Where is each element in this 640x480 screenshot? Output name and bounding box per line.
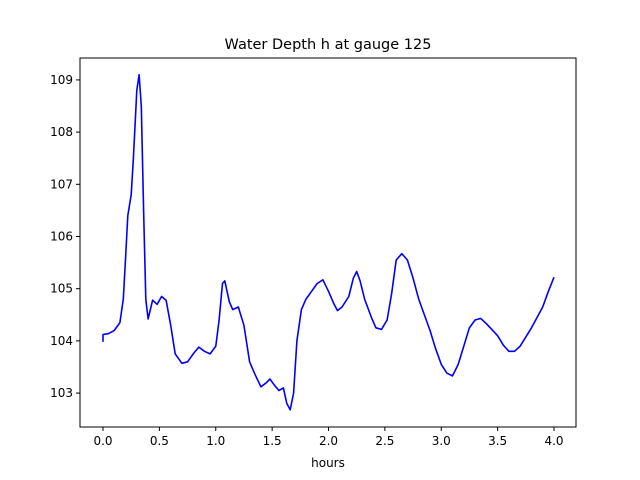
x-tick-label: 1.5 [263,434,282,448]
plot-frame [79,57,577,428]
x-tick-label: 3.5 [488,434,507,448]
y-tick-label: 108 [50,125,73,139]
y-tick-label: 107 [50,177,73,191]
y-tick-label: 105 [50,282,73,296]
x-tick-label: 1.0 [206,434,225,448]
x-tick-label: 2.5 [375,434,394,448]
chart-title: Water Depth h at gauge 125 [225,37,432,53]
x-tick-label: 2.0 [319,434,338,448]
x-tick-label: 0.5 [150,434,169,448]
y-axis: 103 104 105 106 107 108 109 [50,73,80,400]
x-tick-label: 3.0 [432,434,451,448]
x-tick-label: 4.0 [544,434,563,448]
series-line-h [102,73,555,411]
y-tick-label: 104 [50,334,73,348]
y-tick-label: 103 [50,386,73,400]
x-tick-label: 0.0 [93,434,112,448]
x-axis: 0.0 0.5 1.0 1.5 2.0 2.5 3.0 3.5 4.0 [93,427,564,448]
x-axis-label: hours [311,456,345,470]
y-tick-label: 106 [50,229,73,243]
y-tick-label: 109 [50,73,73,87]
